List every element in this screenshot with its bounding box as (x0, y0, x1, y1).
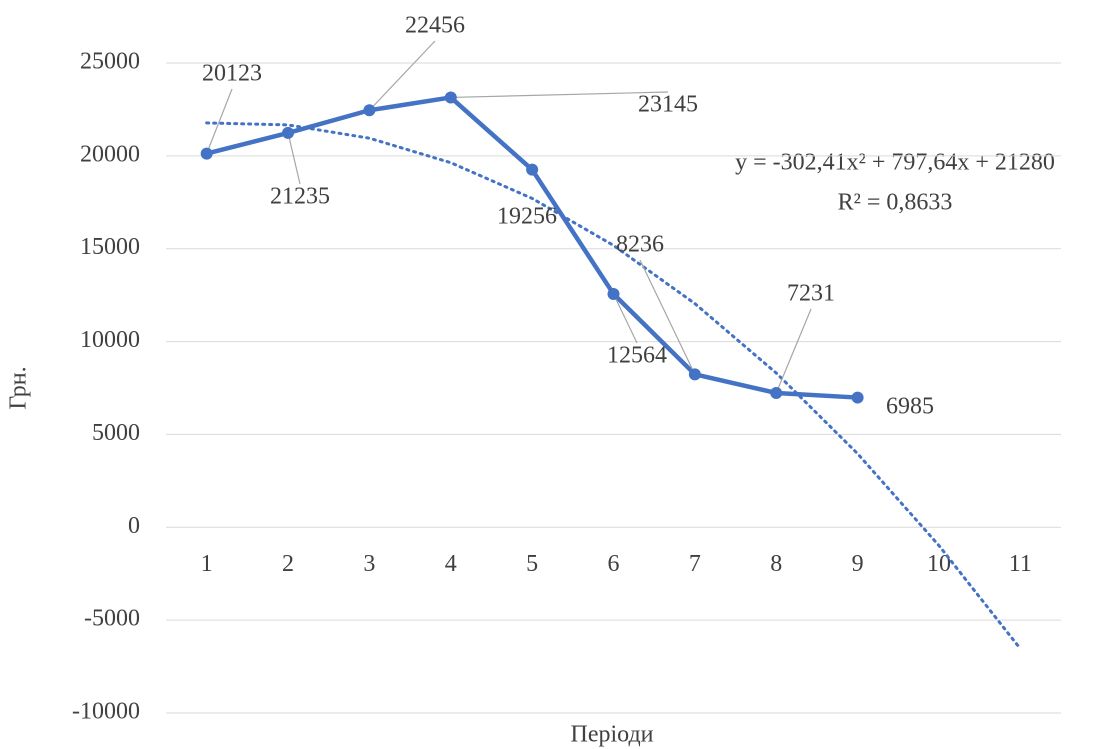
x-axis-title: Періоди (570, 722, 653, 748)
x-tick-label: 6 (608, 551, 620, 577)
data-label: 19256 (497, 204, 557, 230)
x-tick-label: 2 (282, 551, 294, 577)
data-label: 6985 (886, 394, 934, 420)
x-tick-label: 3 (363, 551, 375, 577)
y-tick-label: 10000 (80, 327, 140, 353)
x-tick-label: 7 (689, 551, 701, 577)
y-axis-title: Грн. (6, 366, 32, 409)
y-tick-label: 0 (128, 513, 140, 539)
x-tick-label: 1 (201, 551, 213, 577)
y-tick-label: 20000 (80, 141, 140, 167)
data-label: 12564 (607, 343, 667, 369)
data-label: 21235 (270, 184, 330, 210)
leader-line (612, 293, 638, 344)
marker (282, 126, 295, 139)
leader-line (450, 91, 669, 99)
y-tick-label: 5000 (92, 420, 140, 446)
marker (444, 91, 457, 104)
data-label: 8236 (616, 232, 664, 258)
leader-line (639, 259, 696, 375)
data-label: 7231 (787, 281, 835, 307)
marker (770, 386, 783, 399)
x-tick-label: 9 (852, 551, 864, 577)
y-tick-label: -5000 (84, 606, 140, 632)
leader-line (368, 40, 436, 111)
marker (526, 163, 539, 176)
trend-r2: R² = 0,8633 (838, 190, 953, 216)
trendline (205, 121, 1022, 651)
leader-line (287, 132, 301, 185)
x-tick-label: 5 (526, 551, 538, 577)
marker (851, 391, 864, 404)
x-tick-label: 8 (770, 551, 782, 577)
y-tick-label: -10000 (72, 699, 140, 725)
data-label: 20123 (202, 61, 262, 87)
marker (363, 104, 376, 117)
data-label: 23145 (638, 92, 698, 118)
data-label: 22456 (405, 13, 465, 39)
marker (688, 368, 701, 381)
series-line (206, 95, 858, 400)
marker (607, 287, 620, 300)
marker (200, 147, 213, 160)
trend-equation: y = -302,41x² + 797,64x + 21280 (735, 150, 1055, 176)
x-tick-label: 11 (1009, 551, 1032, 577)
leader-line (775, 308, 812, 394)
y-tick-label: 25000 (80, 49, 140, 75)
y-tick-label: 15000 (80, 234, 140, 260)
leader-line (206, 88, 233, 154)
x-tick-label: 4 (445, 551, 457, 577)
